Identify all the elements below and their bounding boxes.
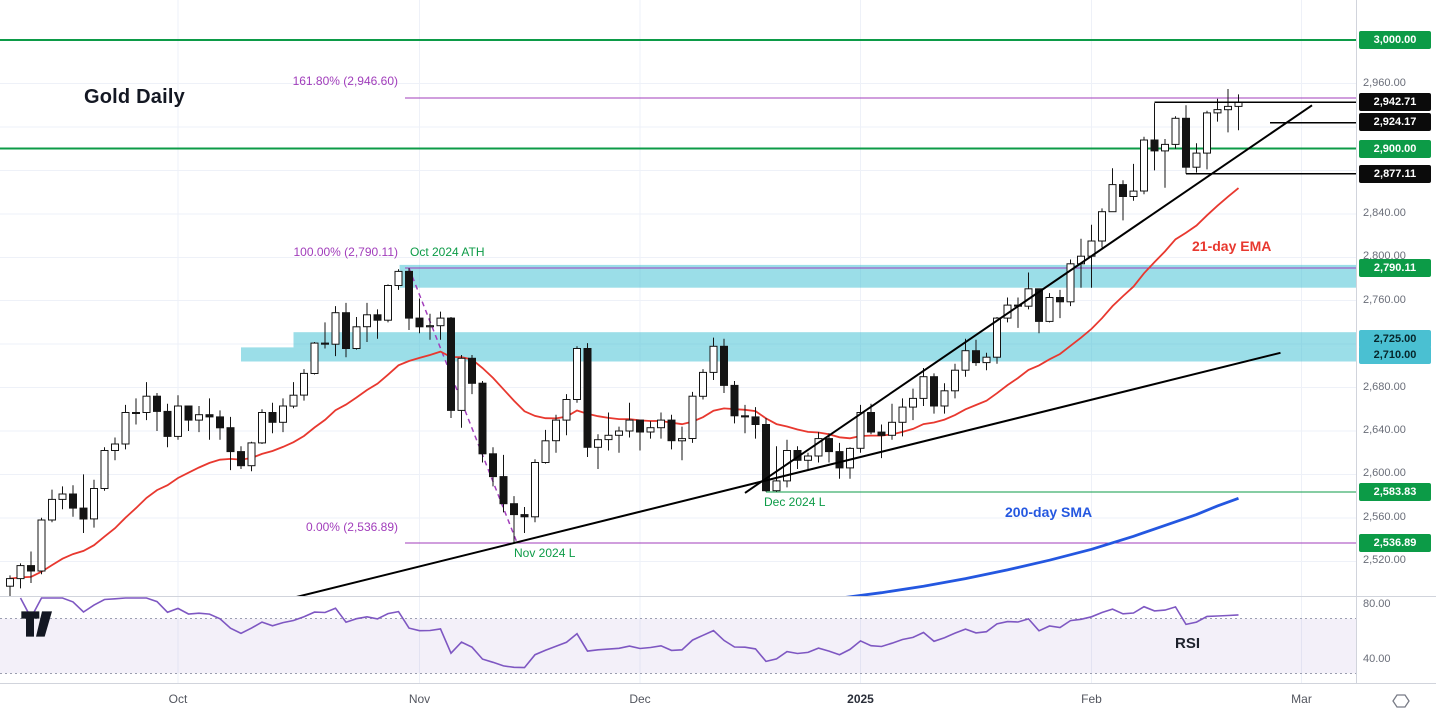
- sma-label: 200-day SMA: [1005, 504, 1093, 520]
- price-badge: 2,924.17: [1359, 113, 1431, 132]
- rsi-tick: 80.00: [1363, 597, 1391, 610]
- price-tick: 2,600.00: [1363, 467, 1406, 480]
- price-badge: 2,877.11: [1359, 164, 1431, 183]
- time-axis[interactable]: Oct Nov Dec 2025 Feb Mar: [0, 684, 1436, 718]
- time-tick: 2025: [847, 692, 874, 706]
- price-tick: 2,520.00: [1363, 554, 1406, 567]
- dec-low-label: Dec 2024 L: [764, 495, 826, 509]
- nov-low-label: Nov 2024 L: [514, 546, 576, 560]
- price-badge: 2,710.00: [1359, 345, 1431, 364]
- price-badge: 3,000.00: [1359, 31, 1431, 50]
- time-tick: Dec: [629, 692, 651, 706]
- candlestick-series: [6, 89, 1243, 596]
- chart-title: Gold Daily: [84, 86, 185, 108]
- price-badge: 2,725.00: [1359, 329, 1431, 348]
- price-tick: 2,640.00: [1363, 423, 1406, 436]
- price-tick: 2,840.00: [1363, 206, 1406, 219]
- price-badge: 2,900.00: [1359, 139, 1431, 158]
- price-badge: 2,790.11: [1359, 259, 1431, 278]
- price-badge: 2,536.89: [1359, 533, 1431, 552]
- supply-zone: [241, 347, 1356, 362]
- tradingview-logo[interactable]: [20, 610, 60, 643]
- time-tick: Nov: [408, 692, 431, 706]
- price-badge: 2,942.71: [1359, 93, 1431, 112]
- fib-0-label[interactable]: 0.00% (2,536.89): [305, 520, 398, 534]
- time-tick: Feb: [1081, 692, 1102, 706]
- price-tick: 2,960.00: [1363, 76, 1406, 89]
- time-tick: Mar: [1291, 692, 1312, 706]
- price-axis[interactable]: 2,960.00 2,840.00 2,800.00 2,760.00 2,680.00…: [1357, 0, 1436, 684]
- ema-label: 21-day EMA: [1192, 238, 1272, 254]
- fib-100-label[interactable]: 100.00% (2,790.11): [293, 245, 398, 259]
- supply-zone: [293, 332, 1356, 348]
- oct-ath-label: Oct 2024 ATH: [410, 245, 485, 259]
- supply-zone: [399, 264, 1356, 288]
- rsi-tick: 40.00: [1363, 652, 1391, 665]
- price-tick: 2,760.00: [1363, 293, 1406, 306]
- price-tick: 2,680.00: [1363, 380, 1406, 393]
- rsi-pane-label: RSI: [1175, 635, 1201, 652]
- axis-settings-icon[interactable]: [1392, 694, 1410, 713]
- price-badge: 2,583.83: [1359, 482, 1431, 501]
- time-tick: Oct: [168, 692, 188, 706]
- fib-161-label[interactable]: 161.80% (2,946.60): [292, 74, 398, 88]
- rsi-line: [19, 597, 1239, 669]
- price-tick: 2,560.00: [1363, 510, 1406, 523]
